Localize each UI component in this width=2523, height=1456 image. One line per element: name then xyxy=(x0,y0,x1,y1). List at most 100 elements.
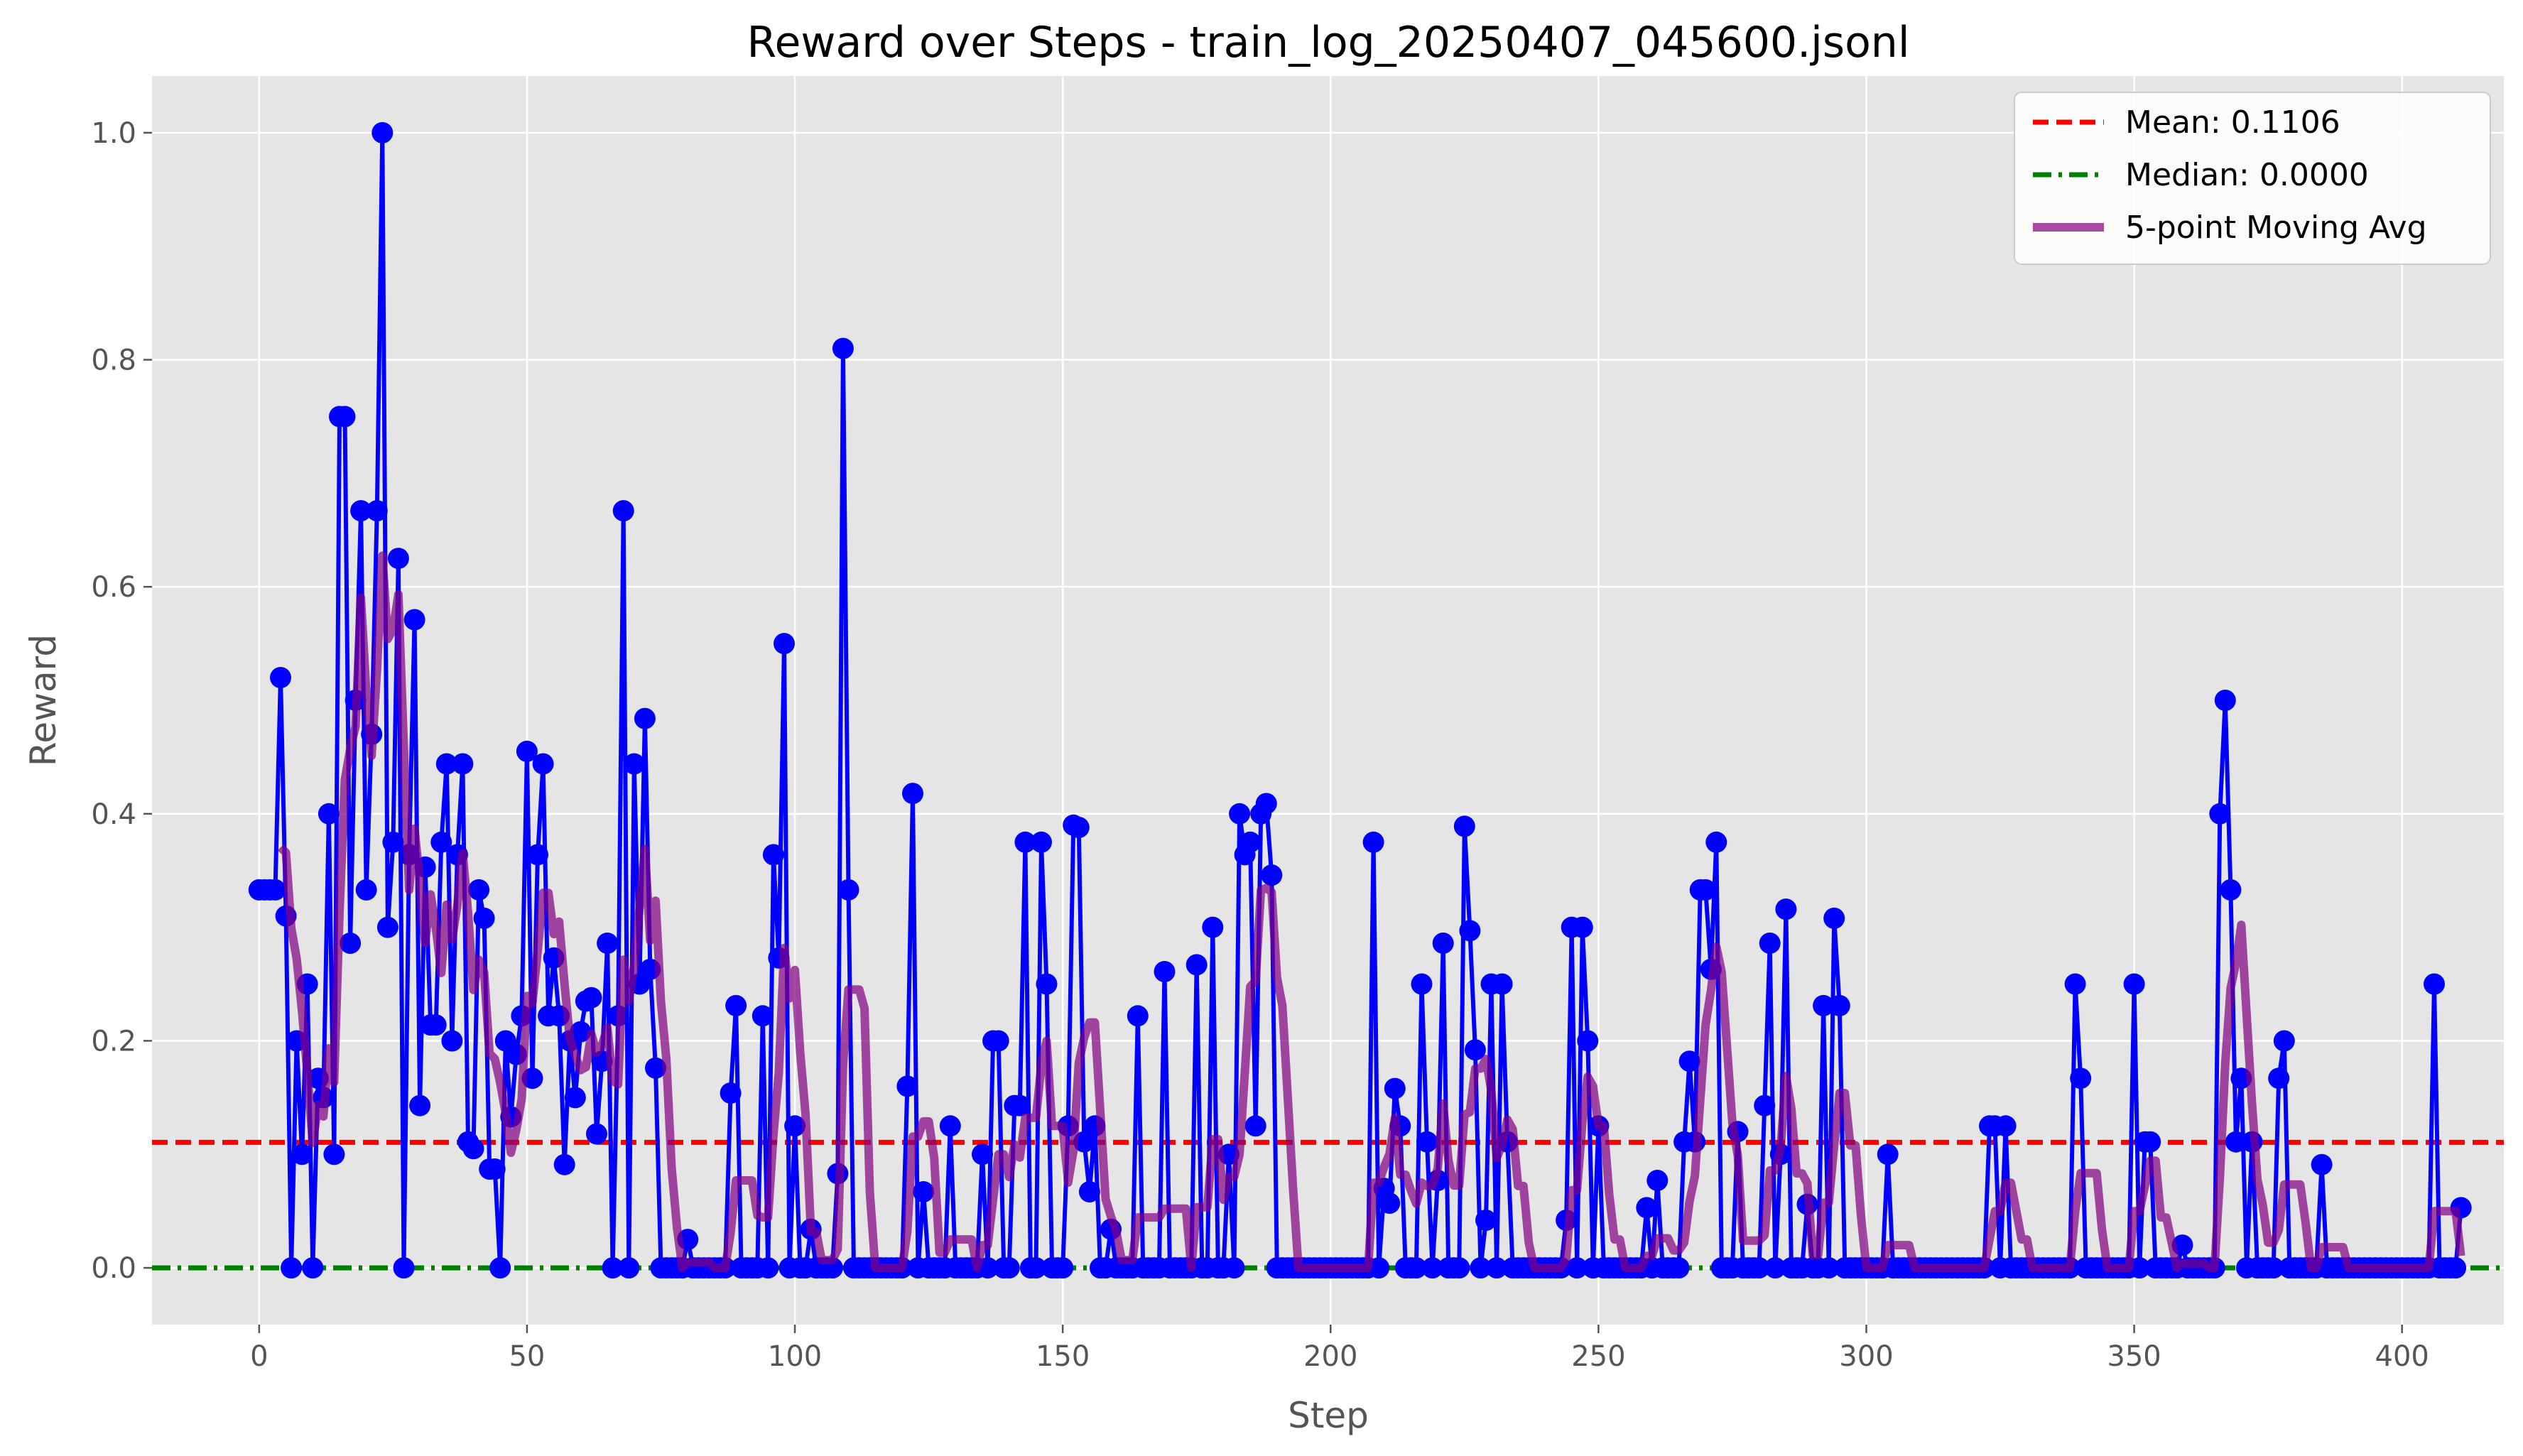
reward-point xyxy=(1368,1257,1390,1279)
reward-point xyxy=(281,1257,303,1279)
reward-point xyxy=(1223,1257,1245,1279)
reward-point xyxy=(473,907,495,929)
reward-point xyxy=(484,1158,506,1180)
reward-point xyxy=(1818,1257,1840,1279)
reward-point xyxy=(902,783,923,805)
reward-point xyxy=(1491,973,1513,995)
x-tick-label: 100 xyxy=(768,1340,822,1373)
reward-point xyxy=(987,1030,1009,1052)
reward-point xyxy=(425,1014,447,1036)
reward-point xyxy=(462,1138,484,1160)
reward-point xyxy=(366,500,388,522)
reward-point xyxy=(1154,961,1176,982)
reward-point xyxy=(2209,803,2231,825)
reward-point xyxy=(1464,1039,1486,1061)
reward-point xyxy=(1025,1257,1047,1279)
reward-point xyxy=(1828,994,1850,1016)
reward-point xyxy=(340,933,362,954)
reward-point xyxy=(1052,1257,1074,1279)
reward-point xyxy=(2225,1131,2247,1153)
reward-point xyxy=(1078,1181,1100,1202)
reward-point xyxy=(586,1123,607,1145)
reward-point xyxy=(1014,831,1036,853)
y-tick-label: 1.0 xyxy=(91,117,136,150)
reward-point xyxy=(1764,1257,1786,1279)
reward-point xyxy=(564,1087,586,1109)
reward-point xyxy=(784,1115,806,1137)
reward-point xyxy=(1705,831,1727,853)
reward-point xyxy=(468,879,490,901)
reward-point xyxy=(896,1075,918,1097)
y-tick-label: 0.0 xyxy=(91,1252,136,1285)
reward-point xyxy=(762,844,784,866)
reward-point xyxy=(2262,1257,2284,1279)
reward-point xyxy=(623,753,645,775)
x-tick-label: 350 xyxy=(2107,1340,2161,1373)
reward-point xyxy=(270,667,291,688)
reward-point xyxy=(1748,1257,1770,1279)
reward-point xyxy=(1775,898,1797,920)
reward-point xyxy=(355,879,377,901)
reward-point xyxy=(1127,1005,1149,1027)
x-tick-label: 300 xyxy=(1839,1340,1893,1373)
x-tick-label: 150 xyxy=(1036,1340,1090,1373)
reward-point xyxy=(774,633,795,655)
reward-point xyxy=(452,753,474,775)
y-tick-label: 0.8 xyxy=(91,344,136,377)
reward-point xyxy=(2424,973,2445,995)
reward-point xyxy=(1754,1094,1776,1117)
legend-box xyxy=(2014,92,2491,265)
reward-point xyxy=(371,121,394,143)
reward-point xyxy=(1405,1257,1427,1279)
reward-point xyxy=(393,1257,415,1279)
reward-point xyxy=(323,1143,345,1166)
x-tick-label: 50 xyxy=(509,1340,545,1373)
reward-point xyxy=(527,844,548,866)
reward-point xyxy=(2123,973,2145,995)
reward-point xyxy=(1362,831,1384,853)
reward-point xyxy=(597,933,619,954)
reward-point xyxy=(1229,803,1251,825)
reward-point xyxy=(1475,1210,1497,1231)
reward-point xyxy=(264,879,286,901)
y-tick-label: 0.6 xyxy=(91,571,136,604)
reward-point xyxy=(570,1021,592,1043)
y-tick-label: 0.2 xyxy=(91,1025,136,1058)
moving-average-layer xyxy=(277,551,2465,1273)
reward-point xyxy=(1636,1197,1658,1219)
moving-average-line xyxy=(277,551,2465,1273)
plot-area xyxy=(152,76,2504,1325)
legend: Mean: 0.1106 Median: 0.0000 5-point Movi… xyxy=(2014,92,2491,265)
reward-point xyxy=(1813,994,1835,1016)
reward-point xyxy=(302,1257,324,1279)
reward-point xyxy=(1646,1170,1669,1191)
legend-moving-avg-label: 5-point Moving Avg xyxy=(2125,210,2427,246)
reward-point xyxy=(720,1082,742,1104)
reward-point xyxy=(757,1257,779,1279)
reward-point xyxy=(1073,1131,1095,1153)
reward-point xyxy=(1384,1077,1406,1099)
reward-point xyxy=(387,548,409,570)
reward-point xyxy=(430,831,452,853)
reward-point xyxy=(1185,954,1208,976)
reward-point xyxy=(1068,817,1090,838)
reward-point xyxy=(580,987,602,1009)
reward-point xyxy=(2273,1030,2295,1052)
reward-point xyxy=(837,879,859,901)
reward-point xyxy=(1470,1257,1492,1279)
reward-point xyxy=(2129,1257,2151,1279)
reward-point xyxy=(489,1257,511,1279)
reward-point xyxy=(752,1005,774,1027)
reward-point xyxy=(1244,1115,1266,1137)
reward-point xyxy=(2139,1131,2161,1153)
chart-title: Reward over Steps - train_log_20250407_0… xyxy=(747,18,1909,67)
legend-mean-label: Mean: 0.1106 xyxy=(2125,104,2340,141)
reward-point xyxy=(2214,690,2236,711)
reward-point xyxy=(553,1153,575,1175)
reward-point xyxy=(1695,879,1717,901)
reward-point xyxy=(2268,1067,2290,1090)
legend-median-label: Median: 0.0000 xyxy=(2125,157,2369,193)
reward-point xyxy=(2064,973,2086,995)
reward-point xyxy=(972,1143,993,1166)
